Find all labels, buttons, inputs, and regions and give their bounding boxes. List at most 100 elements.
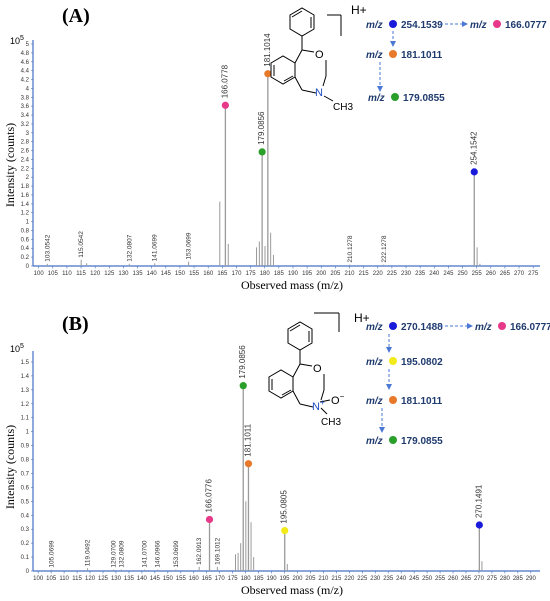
- peak-mz-label: 210.1278: [347, 235, 354, 262]
- y-tick-label: 1.1: [21, 416, 30, 422]
- x-tick-label: 105: [46, 576, 57, 582]
- y-tick-label: 2.6: [21, 149, 30, 155]
- y-tick-label: 0: [26, 569, 30, 575]
- x-tick-label: 240: [396, 576, 407, 582]
- x-tick-label: 120: [90, 271, 101, 277]
- peak-mz-label: 129.0700: [111, 540, 118, 567]
- y-tick-label: 3.2: [21, 122, 30, 128]
- x-tick-label: 175: [228, 576, 239, 582]
- y-tick-label: 1: [26, 220, 30, 226]
- y-tick-label: 4.2: [21, 78, 30, 84]
- fragment-mz-value: 166.0777: [510, 322, 550, 333]
- peak-mz-label: 105.0699: [48, 540, 55, 567]
- peak-mz-label: 119.0492: [85, 539, 92, 566]
- x-tick-label: 195: [279, 576, 290, 582]
- peak-mz-label: 146.0966: [155, 540, 162, 567]
- peak-mz-label: 132.0807: [126, 234, 133, 261]
- x-tick-label: 130: [118, 271, 129, 277]
- x-tick-label: 120: [85, 576, 96, 582]
- panel-b-y-exponent: 105: [10, 343, 24, 354]
- y-tick-label: 3.6: [21, 104, 30, 110]
- peak-mz-label: 181.1011: [243, 423, 252, 456]
- x-tick-label: 135: [133, 271, 144, 277]
- y-tick-label: 1.2: [21, 402, 30, 408]
- y-tick-label: 0.4: [21, 246, 30, 252]
- x-tick-label: 205: [330, 271, 341, 277]
- x-tick-label: 150: [175, 271, 186, 277]
- x-tick-label: 165: [202, 576, 213, 582]
- fragment-mz-prefix: m/z: [366, 436, 383, 447]
- x-tick-label: 110: [59, 576, 69, 582]
- x-tick-label: 215: [359, 271, 370, 277]
- fragment-marker-orange: [389, 50, 397, 58]
- x-tick-label: 260: [448, 576, 459, 582]
- x-tick-label: 225: [387, 271, 398, 277]
- x-tick-label: 180: [260, 271, 271, 277]
- peak-mz-label: 195.0805: [280, 490, 289, 524]
- x-tick-label: 220: [373, 271, 384, 277]
- peak-mz-label: 166.0778: [220, 64, 229, 98]
- peak-mz-label: 141.0699: [152, 234, 159, 261]
- x-tick-label: 240: [429, 271, 440, 277]
- x-tick-label: 265: [500, 271, 511, 277]
- x-tick-label: 235: [415, 271, 426, 277]
- panel-a-methyl-group: CH3: [333, 102, 353, 113]
- y-tick-label: 4.8: [21, 51, 30, 57]
- y-tick-label: 4: [26, 86, 30, 92]
- peak-marker-yellow: [281, 526, 289, 535]
- panel-a: (A) 105 Intensity (counts) Observed mass…: [3, 3, 547, 292]
- peak-mz-label: 162.0913: [196, 537, 203, 564]
- y-tick-label: 0: [26, 264, 30, 270]
- fragment-marker-blue: [389, 20, 397, 28]
- y-tick-label: 4.4: [21, 69, 30, 75]
- y-tick-label: 1.6: [21, 193, 30, 199]
- fragment-mz-value: 270.1488: [401, 322, 443, 333]
- peak-mz-label: 115.0542: [78, 231, 85, 258]
- x-tick-label: 230: [401, 271, 412, 277]
- y-tick-label: 0.2: [21, 255, 30, 261]
- x-tick-label: 265: [461, 576, 472, 582]
- fragment-mz-value: 195.0802: [401, 357, 443, 368]
- fragment-mz-prefix: m/z: [366, 20, 383, 31]
- x-tick-label: 260: [486, 271, 497, 277]
- panel-a-label: (A): [62, 5, 90, 27]
- panel-a-x-axis-label: Observed mass (m/z): [241, 278, 343, 292]
- x-tick-label: 155: [176, 576, 187, 582]
- y-tick-label: 0.3: [21, 527, 30, 533]
- panel-b-methyl-group: CH3: [321, 417, 341, 428]
- peak-mz-label: 181.1014: [263, 33, 272, 67]
- peak-marker-orange: [264, 70, 272, 78]
- x-tick-label: 195: [302, 271, 313, 277]
- y-tick-label: 0.7: [21, 471, 30, 477]
- x-tick-label: 290: [526, 576, 537, 582]
- peak-marker-green: [258, 148, 266, 156]
- x-tick-label: 245: [409, 576, 420, 582]
- peak-mz-label: 169.1012: [214, 537, 221, 564]
- x-tick-label: 145: [150, 576, 161, 582]
- panel-b-label: (B): [62, 313, 89, 335]
- x-tick-label: 175: [246, 271, 257, 277]
- fragment-mz-value: 179.0855: [403, 93, 445, 104]
- peak-mz-label: 141.0700: [142, 540, 149, 567]
- panel-a-fragmentation-scheme: H+ m/z 254.1539 m/z 166.0777 m/z 181.1011 m/z 17…: [351, 3, 547, 104]
- y-tick-label: 3: [26, 131, 30, 137]
- y-tick-label: 0.9: [21, 444, 30, 450]
- x-tick-label: 115: [76, 271, 86, 277]
- fragment-mz-value: 166.0777: [505, 20, 547, 31]
- x-tick-label: 110: [62, 271, 72, 277]
- panel-b-molecule-structure: [268, 312, 340, 415]
- x-tick-label: 140: [147, 271, 158, 277]
- panel-a-y-exponent: 105: [10, 35, 24, 46]
- x-tick-label: 135: [124, 576, 135, 582]
- x-tick-label: 270: [474, 576, 485, 582]
- x-tick-label: 150: [163, 576, 174, 582]
- panel-a-oxygen-atom: O: [315, 49, 324, 61]
- y-tick-label: 1: [26, 430, 30, 436]
- x-tick-label: 125: [104, 271, 115, 277]
- protonated-label: H+: [354, 311, 370, 325]
- panel-b-nitrogen-atom: N+: [312, 398, 325, 413]
- fragment-marker-blue: [389, 322, 397, 330]
- x-tick-label: 255: [435, 576, 446, 582]
